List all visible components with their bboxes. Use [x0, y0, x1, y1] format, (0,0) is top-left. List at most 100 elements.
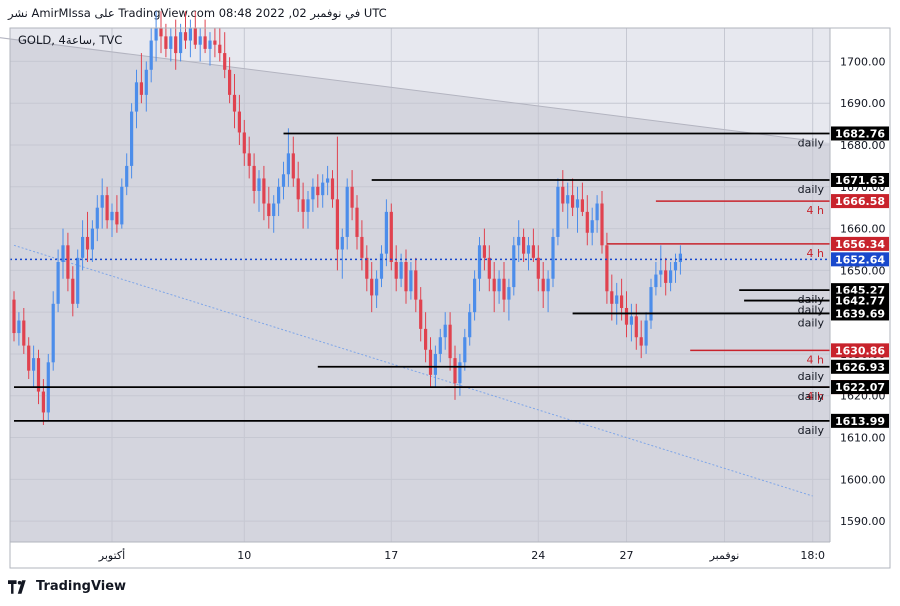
candle-body[interactable] [664, 270, 668, 283]
candle-body[interactable] [389, 211, 393, 263]
candle-body[interactable] [522, 236, 526, 254]
candle-body[interactable] [267, 203, 271, 217]
candle-body[interactable] [512, 245, 516, 288]
candle-body[interactable] [115, 211, 119, 225]
candle-body[interactable] [424, 328, 428, 350]
candle-body[interactable] [76, 257, 80, 304]
candle-body[interactable] [404, 262, 408, 292]
candle-body[interactable] [228, 69, 232, 95]
candle-body[interactable] [198, 36, 202, 45]
candle-body[interactable] [32, 358, 36, 371]
candle-body[interactable] [144, 69, 148, 95]
candle-body[interactable] [433, 353, 437, 375]
candle-body[interactable] [639, 337, 643, 346]
candle-body[interactable] [399, 262, 403, 279]
candle-body[interactable] [615, 295, 619, 304]
candle-body[interactable] [12, 299, 16, 334]
candle-body[interactable] [561, 186, 565, 204]
candle-body[interactable] [414, 270, 418, 300]
candle-body[interactable] [497, 278, 501, 292]
candle-body[interactable] [252, 165, 256, 191]
candle-body[interactable] [453, 358, 457, 384]
candle-body[interactable] [95, 207, 99, 229]
candle-body[interactable] [321, 182, 325, 196]
candle-body[interactable] [375, 278, 379, 296]
candle-body[interactable] [350, 186, 354, 208]
candle-body[interactable] [301, 199, 305, 212]
candle-body[interactable] [571, 195, 575, 208]
candle-body[interactable] [164, 36, 168, 49]
time-axis[interactable] [10, 542, 890, 568]
candle-body[interactable] [541, 278, 545, 292]
candle-body[interactable] [620, 295, 624, 308]
candle-body[interactable] [634, 316, 638, 338]
candle-body[interactable] [536, 257, 540, 279]
candle-body[interactable] [281, 174, 286, 187]
candle-body[interactable] [365, 257, 369, 279]
candle-body[interactable] [149, 40, 153, 70]
candle-body[interactable] [379, 253, 384, 279]
candle-body[interactable] [659, 270, 663, 275]
candle-body[interactable] [580, 199, 584, 212]
candle-body[interactable] [130, 111, 134, 166]
candle-body[interactable] [458, 362, 462, 384]
candle-body[interactable] [316, 186, 320, 196]
candle-body[interactable] [438, 337, 442, 354]
candle-body[interactable] [193, 28, 197, 45]
candle-body[interactable] [575, 199, 580, 208]
candle-body[interactable] [428, 349, 433, 375]
candle-body[interactable] [81, 236, 85, 258]
candle-body[interactable] [179, 32, 183, 54]
candle-body[interactable] [644, 320, 648, 346]
candle-body[interactable] [139, 82, 143, 95]
candle-body[interactable] [546, 278, 550, 292]
candle-body[interactable] [120, 186, 124, 225]
candle-body[interactable] [360, 236, 364, 258]
candle-body[interactable] [27, 345, 31, 371]
candle-body[interactable] [218, 44, 222, 54]
candle-body[interactable] [355, 207, 359, 237]
candle-body[interactable] [487, 257, 491, 279]
candle-body[interactable] [605, 245, 609, 292]
candle-body[interactable] [345, 186, 349, 237]
candle-body[interactable] [448, 324, 452, 359]
candle-body[interactable] [56, 262, 60, 304]
candle-body[interactable] [468, 312, 472, 338]
candle-body[interactable] [174, 36, 178, 54]
candle-body[interactable] [610, 291, 614, 304]
candle-body[interactable] [85, 236, 90, 250]
candle-body[interactable] [61, 245, 65, 263]
candle-body[interactable] [326, 178, 330, 183]
candle-body[interactable] [566, 195, 570, 204]
candle-body[interactable] [257, 178, 261, 191]
candle-body[interactable] [183, 32, 188, 41]
candle-body[interactable] [551, 236, 555, 279]
candle-body[interactable] [154, 28, 158, 41]
candle-body[interactable] [595, 203, 599, 221]
candle-body[interactable] [492, 278, 496, 292]
candle-body[interactable] [203, 36, 207, 49]
candle-body[interactable] [311, 186, 315, 200]
candle-body[interactable] [624, 307, 629, 325]
candle-body[interactable] [507, 287, 511, 300]
candle-body[interactable] [125, 165, 129, 187]
candle-body[interactable] [188, 28, 192, 41]
candle-body[interactable] [517, 236, 521, 246]
candle-body[interactable] [473, 278, 477, 313]
candle-body[interactable] [213, 40, 217, 45]
candle-body[interactable] [237, 111, 241, 133]
candle-body[interactable] [66, 245, 70, 279]
candle-body[interactable] [242, 132, 246, 154]
candle-body[interactable] [526, 245, 531, 254]
candle-body[interactable] [17, 320, 21, 334]
candle-body[interactable] [90, 228, 94, 250]
candle-body[interactable] [678, 253, 682, 263]
candle-body[interactable] [340, 236, 344, 250]
candle-body[interactable] [100, 195, 104, 208]
candle-body[interactable] [629, 316, 633, 325]
candle-body[interactable] [169, 36, 173, 49]
candle-body[interactable] [296, 178, 300, 200]
candle-body[interactable] [600, 203, 604, 246]
